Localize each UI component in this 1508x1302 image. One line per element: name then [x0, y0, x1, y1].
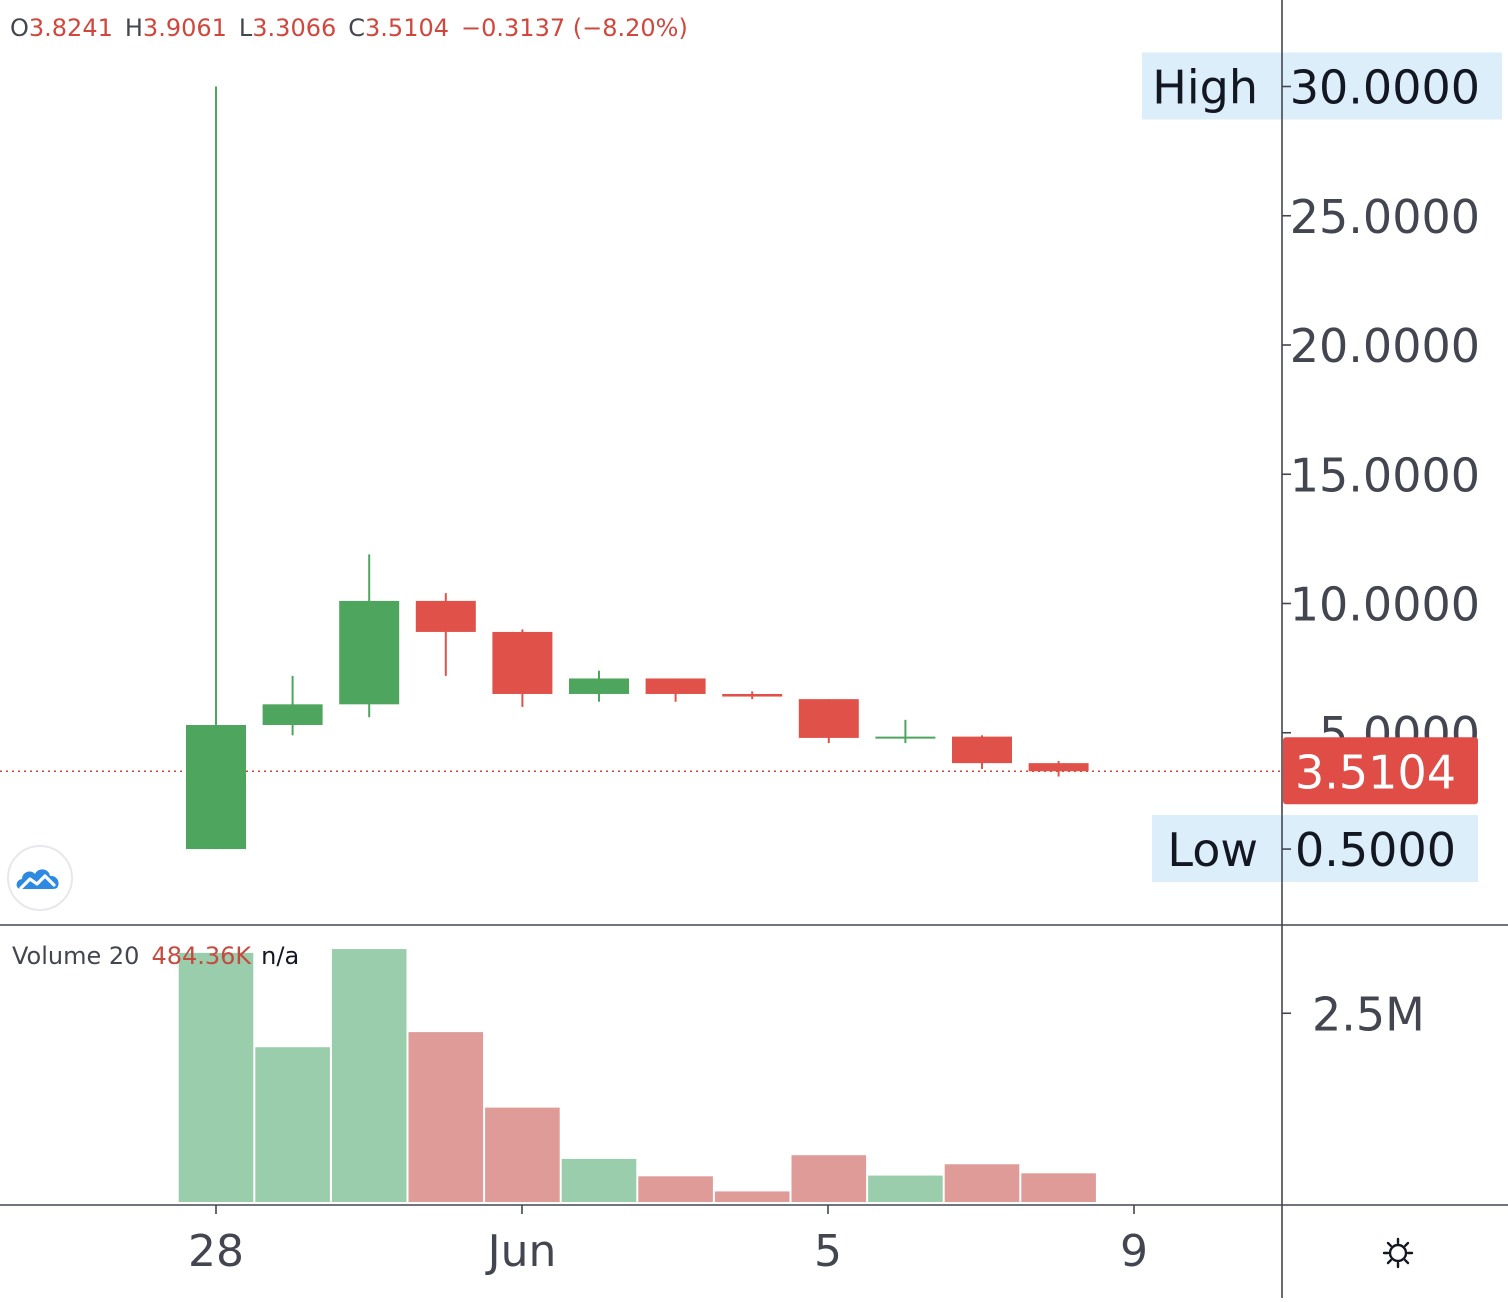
gear-icon[interactable] — [1381, 1236, 1415, 1270]
high-label: High — [1152, 61, 1258, 115]
open-label: O — [10, 14, 29, 42]
volume-value: 484.36K — [151, 942, 252, 970]
high-value: 3.9061 — [142, 14, 227, 42]
time-tick-label: 9 — [1120, 1226, 1148, 1277]
price-tick-label: 20.0000 — [1290, 319, 1480, 373]
candle-body — [186, 724, 246, 850]
gear-glyph — [1382, 1237, 1414, 1269]
volume-ma-value: n/a — [261, 942, 300, 970]
close-label: C — [348, 14, 366, 42]
low-label-bg — [1152, 815, 1478, 883]
volume-bar — [791, 1155, 867, 1202]
volume-bar — [408, 1032, 484, 1202]
tradingview-cloud-icon[interactable] — [7, 845, 73, 911]
volume-legend: Volume 20 484.36K n/a — [12, 942, 299, 970]
candle-body — [339, 600, 400, 705]
ohlc-legend: O3.8241 H3.9061 L3.3066 C3.5104 −0.3137 (−8.… — [10, 14, 700, 42]
candle-body — [1028, 763, 1089, 772]
candle-body — [645, 678, 706, 694]
volume-tick-label: 2.5M — [1312, 987, 1425, 1041]
volume-bar — [1021, 1173, 1096, 1202]
time-tick-label: 28 — [188, 1226, 244, 1277]
last-price-badge — [1283, 737, 1478, 805]
volume-bar — [255, 1047, 330, 1202]
volume-bar — [868, 1175, 943, 1202]
volume-bar — [714, 1191, 790, 1202]
high-label-bg — [1142, 52, 1502, 120]
last-price-label: 3.5104 — [1295, 745, 1456, 799]
low-label: Low — [1167, 823, 1258, 877]
price-tick-label: 10.0000 — [1290, 578, 1480, 632]
candle-body — [492, 631, 553, 694]
high-value: 30.0000 — [1290, 61, 1480, 115]
volume-bar — [561, 1158, 637, 1202]
candle-body — [569, 678, 629, 694]
volume-bar — [485, 1107, 560, 1202]
volume-bar — [638, 1176, 713, 1202]
open-value: 3.8241 — [28, 14, 113, 42]
close-value: 3.5104 — [365, 14, 450, 42]
volume-bar — [944, 1164, 1020, 1202]
time-tick-label: 5 — [814, 1226, 842, 1277]
candle-body — [798, 699, 859, 738]
change-value: −0.3137 (−8.20%) — [461, 14, 688, 42]
candle-body — [722, 693, 783, 697]
low-label: L — [238, 14, 253, 42]
candle-body — [952, 736, 1012, 764]
high-label: H — [124, 14, 143, 42]
candle-body — [415, 600, 476, 632]
price-tick-label: 15.0000 — [1290, 448, 1480, 502]
volume-bar — [178, 952, 254, 1202]
low-value: 3.3066 — [252, 14, 337, 42]
candle-body — [262, 704, 323, 725]
candle-body — [875, 736, 936, 739]
cloud-glyph — [16, 869, 59, 890]
price-tick-label: 25.0000 — [1290, 190, 1480, 244]
low-value: 0.5000 — [1295, 823, 1456, 877]
volume-label: Volume 20 — [12, 942, 140, 970]
time-tick-label: Jun — [485, 1226, 557, 1277]
volume-bar — [331, 949, 407, 1202]
